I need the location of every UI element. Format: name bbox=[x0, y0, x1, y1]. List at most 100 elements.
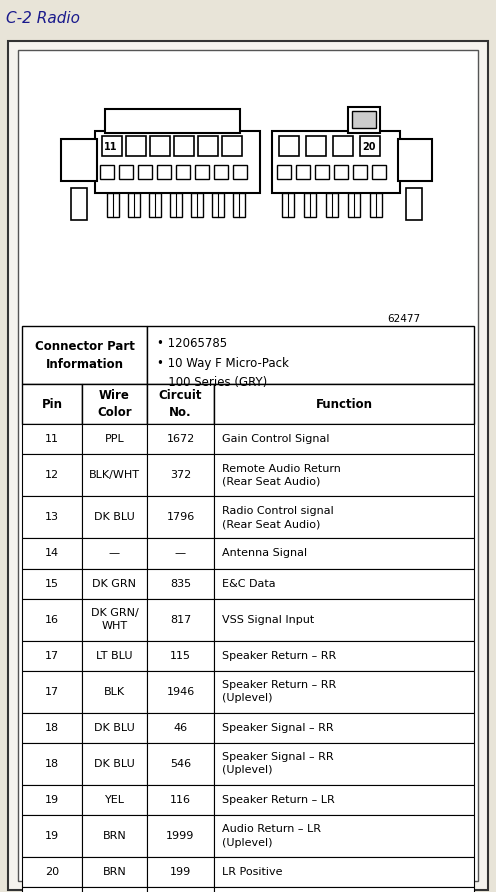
Bar bbox=[22, 454, 82, 496]
Text: 20: 20 bbox=[45, 867, 59, 877]
Bar bbox=[147, 857, 214, 887]
Bar bbox=[147, 496, 214, 539]
Bar bbox=[22, 425, 82, 454]
Bar bbox=[306, 136, 326, 156]
Text: DK GRN: DK GRN bbox=[92, 579, 136, 589]
Bar bbox=[170, 193, 182, 217]
Text: VSS Signal Input: VSS Signal Input bbox=[222, 615, 314, 624]
Bar bbox=[233, 193, 245, 217]
Text: 62477: 62477 bbox=[387, 314, 420, 324]
Bar bbox=[22, 384, 82, 425]
Text: 11: 11 bbox=[104, 142, 118, 152]
Bar bbox=[282, 193, 294, 217]
Bar bbox=[102, 136, 122, 156]
Bar bbox=[150, 136, 170, 156]
Bar bbox=[214, 887, 474, 892]
Bar bbox=[326, 193, 338, 217]
Bar bbox=[22, 713, 82, 743]
Bar bbox=[195, 165, 209, 179]
Text: 817: 817 bbox=[170, 615, 191, 624]
Text: Gain Control Signal: Gain Control Signal bbox=[222, 434, 329, 444]
Bar bbox=[147, 425, 214, 454]
Bar bbox=[82, 640, 147, 671]
Text: Remote Audio Return
(Rear Seat Audio): Remote Audio Return (Rear Seat Audio) bbox=[222, 464, 341, 487]
Bar bbox=[360, 136, 380, 156]
Bar bbox=[214, 743, 474, 785]
Text: Speaker Return – RR
(Uplevel): Speaker Return – RR (Uplevel) bbox=[222, 680, 336, 703]
Text: 1999: 1999 bbox=[166, 831, 195, 841]
Bar bbox=[348, 193, 360, 217]
Bar bbox=[191, 193, 203, 217]
Text: 19: 19 bbox=[45, 795, 59, 805]
Text: C-2 Radio: C-2 Radio bbox=[6, 11, 80, 26]
Text: 1672: 1672 bbox=[166, 434, 194, 444]
Bar bbox=[147, 568, 214, 599]
Bar bbox=[214, 496, 474, 539]
Text: 116: 116 bbox=[170, 795, 191, 805]
Text: LR Positive: LR Positive bbox=[222, 867, 283, 877]
Text: DK BLU: DK BLU bbox=[94, 723, 135, 732]
Bar bbox=[82, 815, 147, 857]
Bar bbox=[406, 188, 422, 220]
Text: 13: 13 bbox=[45, 512, 59, 523]
Text: Radio Control signal
(Rear Seat Audio): Radio Control signal (Rear Seat Audio) bbox=[222, 506, 334, 529]
Bar bbox=[157, 165, 171, 179]
Text: 372: 372 bbox=[170, 470, 191, 481]
Bar bbox=[105, 109, 240, 133]
Bar bbox=[352, 111, 376, 128]
Bar bbox=[82, 785, 147, 815]
Bar bbox=[82, 671, 147, 713]
Text: Wire
Color: Wire Color bbox=[97, 389, 132, 419]
Text: 199: 199 bbox=[170, 867, 191, 877]
Text: 15: 15 bbox=[45, 579, 59, 589]
Bar bbox=[22, 785, 82, 815]
Bar bbox=[214, 640, 474, 671]
Bar bbox=[82, 599, 147, 640]
Text: 17: 17 bbox=[45, 687, 59, 697]
Bar bbox=[82, 454, 147, 496]
Bar bbox=[82, 568, 147, 599]
Text: DK GRN/
WHT: DK GRN/ WHT bbox=[91, 608, 138, 632]
Bar bbox=[22, 599, 82, 640]
Bar bbox=[61, 139, 97, 181]
Bar bbox=[214, 454, 474, 496]
Text: • 12065785
• 10 Way F Micro-Pack
   100 Series (GRY): • 12065785 • 10 Way F Micro-Pack 100 Ser… bbox=[157, 337, 289, 389]
Text: YEL: YEL bbox=[105, 795, 124, 805]
Text: BRN: BRN bbox=[103, 867, 126, 877]
Text: Speaker Signal – RR
(Uplevel): Speaker Signal – RR (Uplevel) bbox=[222, 752, 334, 775]
Text: 19: 19 bbox=[45, 831, 59, 841]
Text: 1796: 1796 bbox=[166, 512, 194, 523]
Bar bbox=[214, 165, 228, 179]
Bar bbox=[82, 496, 147, 539]
Bar bbox=[212, 193, 224, 217]
Bar bbox=[82, 857, 147, 887]
Bar bbox=[22, 568, 82, 599]
Text: BLK: BLK bbox=[104, 687, 125, 697]
Bar bbox=[279, 136, 299, 156]
Text: Speaker Return – RR: Speaker Return – RR bbox=[222, 650, 336, 661]
Text: 18: 18 bbox=[45, 759, 59, 769]
Bar bbox=[214, 671, 474, 713]
Bar bbox=[107, 193, 119, 217]
Text: E&C Data: E&C Data bbox=[222, 579, 276, 589]
Bar bbox=[370, 193, 382, 217]
Text: Audio Return – LR
(Uplevel): Audio Return – LR (Uplevel) bbox=[222, 824, 321, 847]
Bar bbox=[147, 599, 214, 640]
Text: 17: 17 bbox=[45, 650, 59, 661]
Text: 20: 20 bbox=[362, 142, 375, 152]
Bar bbox=[126, 136, 146, 156]
Bar bbox=[348, 107, 380, 133]
Text: 11: 11 bbox=[45, 434, 59, 444]
Text: PPL: PPL bbox=[105, 434, 124, 444]
Bar bbox=[147, 384, 214, 425]
Bar bbox=[214, 857, 474, 887]
Bar bbox=[334, 165, 348, 179]
Bar bbox=[95, 131, 260, 193]
Bar bbox=[22, 539, 82, 568]
Text: —: — bbox=[175, 549, 186, 558]
Bar bbox=[174, 136, 194, 156]
Bar bbox=[214, 568, 474, 599]
Bar bbox=[372, 165, 386, 179]
Bar bbox=[22, 496, 82, 539]
Bar bbox=[22, 671, 82, 713]
